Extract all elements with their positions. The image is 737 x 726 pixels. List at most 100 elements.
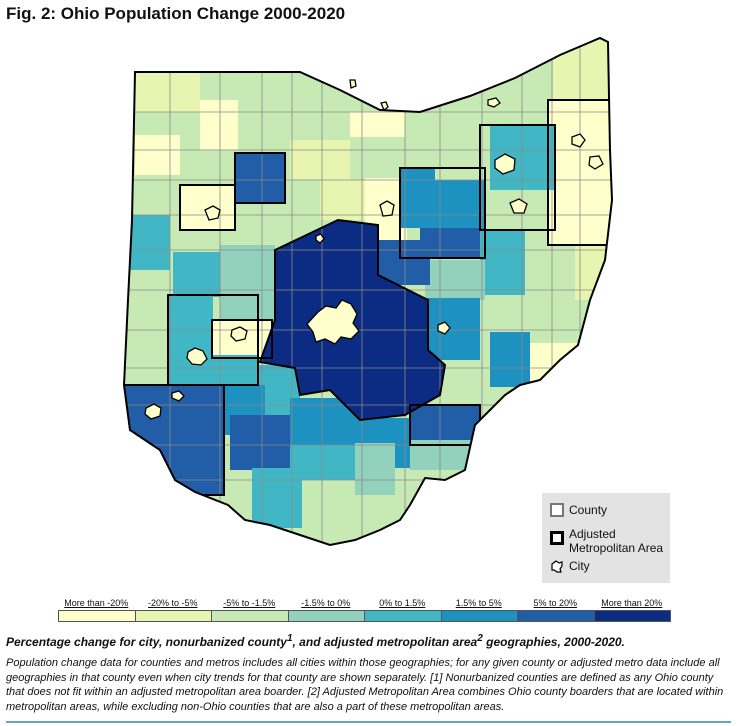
legend-metro-label: Adjusted Metropolitan Area bbox=[569, 527, 664, 555]
county-lines bbox=[124, 38, 612, 545]
scale-label: -5% to -1.5% bbox=[223, 598, 276, 608]
scale-swatch bbox=[134, 610, 212, 622]
scale-label: 5% to 20% bbox=[533, 598, 578, 608]
city-layer bbox=[144, 79, 604, 420]
county-williams bbox=[135, 72, 200, 112]
city-youngstown bbox=[588, 155, 604, 170]
scale-swatch bbox=[364, 610, 442, 622]
scale-swatch bbox=[593, 610, 671, 622]
metro-swatch bbox=[550, 531, 564, 545]
scale-cell: -5% to -1.5% bbox=[211, 598, 289, 622]
scale-label: 0% to 1.5% bbox=[379, 598, 426, 608]
county-ashland bbox=[400, 168, 435, 228]
city-canton bbox=[509, 198, 528, 214]
scale-label: -20% to -5% bbox=[147, 598, 198, 608]
scale-swatch bbox=[211, 610, 289, 622]
county-licking-east bbox=[425, 298, 480, 360]
scale-swatch bbox=[58, 610, 136, 622]
city-sandusky bbox=[349, 79, 357, 89]
ohio-map bbox=[122, 36, 614, 547]
county-champaign bbox=[220, 285, 275, 320]
county-wayne bbox=[433, 180, 485, 230]
scale-cell: 5% to 20% bbox=[517, 598, 595, 622]
city-marysville bbox=[315, 233, 325, 244]
county-allen-city bbox=[180, 185, 235, 230]
scale-swatch bbox=[517, 610, 595, 622]
caption-superscript-1: 1 bbox=[286, 633, 293, 644]
metro-outline-findlay bbox=[234, 152, 286, 204]
bottom-rule bbox=[6, 721, 731, 723]
county-tuscarawas bbox=[480, 230, 525, 295]
scale-swatch bbox=[287, 610, 365, 622]
caption-end: geographies, 2000-2020. bbox=[482, 635, 625, 649]
city-springfield bbox=[230, 326, 248, 342]
city-cleveland bbox=[487, 97, 501, 108]
county-swatch bbox=[550, 503, 564, 517]
county-holmes bbox=[420, 228, 485, 258]
county-seneca bbox=[290, 140, 350, 180]
county-greene bbox=[213, 355, 258, 385]
county-defiance bbox=[135, 135, 180, 175]
city-cincinnati bbox=[144, 403, 162, 420]
city-columbus bbox=[306, 299, 360, 345]
city-newark bbox=[437, 321, 451, 335]
figure-note: Population change data for counties and … bbox=[6, 657, 724, 713]
color-scale: More than -20% -20% to -5% -5% to -1.5% … bbox=[58, 598, 671, 622]
county-shelby bbox=[173, 252, 221, 297]
figure-title: Fig. 2: Ohio Population Change 2000-2020 bbox=[6, 4, 346, 23]
legend-county-label: County bbox=[569, 503, 608, 517]
scale-cell: -20% to -5% bbox=[134, 598, 212, 622]
scale-label: 1.5% to 5% bbox=[455, 598, 502, 608]
city-hamilton bbox=[171, 390, 185, 402]
county-mercer bbox=[128, 215, 170, 270]
county-lawrence-north bbox=[355, 443, 395, 495]
legend-city-label: City bbox=[569, 559, 590, 573]
figure-caption: Percentage change for city, nonurbanized… bbox=[6, 633, 625, 649]
metro-outline-akron-canton bbox=[479, 124, 556, 231]
metro-outlines bbox=[124, 99, 612, 496]
caption-mid: , and adjusted metropolitan area bbox=[292, 635, 478, 649]
county-adams bbox=[252, 468, 302, 528]
county-logan bbox=[220, 245, 275, 285]
map-legend: County Adjusted Metropolitan Area City bbox=[542, 493, 670, 583]
legend-row-county: County bbox=[550, 503, 607, 517]
county-fulton bbox=[200, 100, 238, 150]
scale-label: More than -20% bbox=[64, 598, 129, 608]
scale-cell: 1.5% to 5% bbox=[440, 598, 518, 622]
scale-label: -1.5% to 0% bbox=[301, 598, 351, 608]
county-mahoning bbox=[548, 190, 612, 245]
city-akron bbox=[494, 153, 516, 175]
county-erie bbox=[350, 112, 405, 137]
city-lima bbox=[204, 205, 221, 221]
city-dayton bbox=[186, 347, 208, 366]
legend-row-metro: Adjusted Metropolitan Area bbox=[550, 527, 667, 555]
ohio-state-outline bbox=[122, 36, 614, 547]
county-ashtabula bbox=[553, 40, 612, 100]
scale-swatch bbox=[440, 610, 518, 622]
county-hancock bbox=[235, 153, 285, 203]
city-warren bbox=[571, 133, 586, 148]
county-jefferson bbox=[575, 245, 612, 300]
scale-cell: -1.5% to 0% bbox=[287, 598, 365, 622]
scale-cell: More than 20% bbox=[593, 598, 671, 622]
caption-main: Percentage change for city, nonurbanized… bbox=[6, 635, 287, 649]
city-icon bbox=[551, 560, 563, 573]
legend-row-city: City bbox=[550, 559, 590, 573]
county-highland bbox=[230, 415, 290, 470]
county-coshocton bbox=[425, 260, 485, 300]
county-athens bbox=[410, 405, 480, 445]
county-crawford bbox=[320, 180, 365, 220]
metro-outline-youngstown bbox=[547, 99, 612, 246]
metro-outline-springfield bbox=[211, 319, 273, 359]
city-mansfield bbox=[379, 200, 395, 217]
caption-superscript-2: 2 bbox=[477, 633, 483, 644]
metro-outline-mansfield-wooster bbox=[399, 167, 486, 259]
county-noble bbox=[490, 332, 530, 387]
metro-outline-dayton bbox=[167, 294, 259, 386]
metro-outline-lima bbox=[179, 184, 236, 231]
county-dayton-metro bbox=[168, 295, 213, 385]
city-lorain bbox=[380, 101, 389, 112]
scale-cell: 0% to 1.5% bbox=[364, 598, 442, 622]
scale-cell: More than -20% bbox=[58, 598, 136, 622]
scale-label: More than 20% bbox=[601, 598, 663, 608]
